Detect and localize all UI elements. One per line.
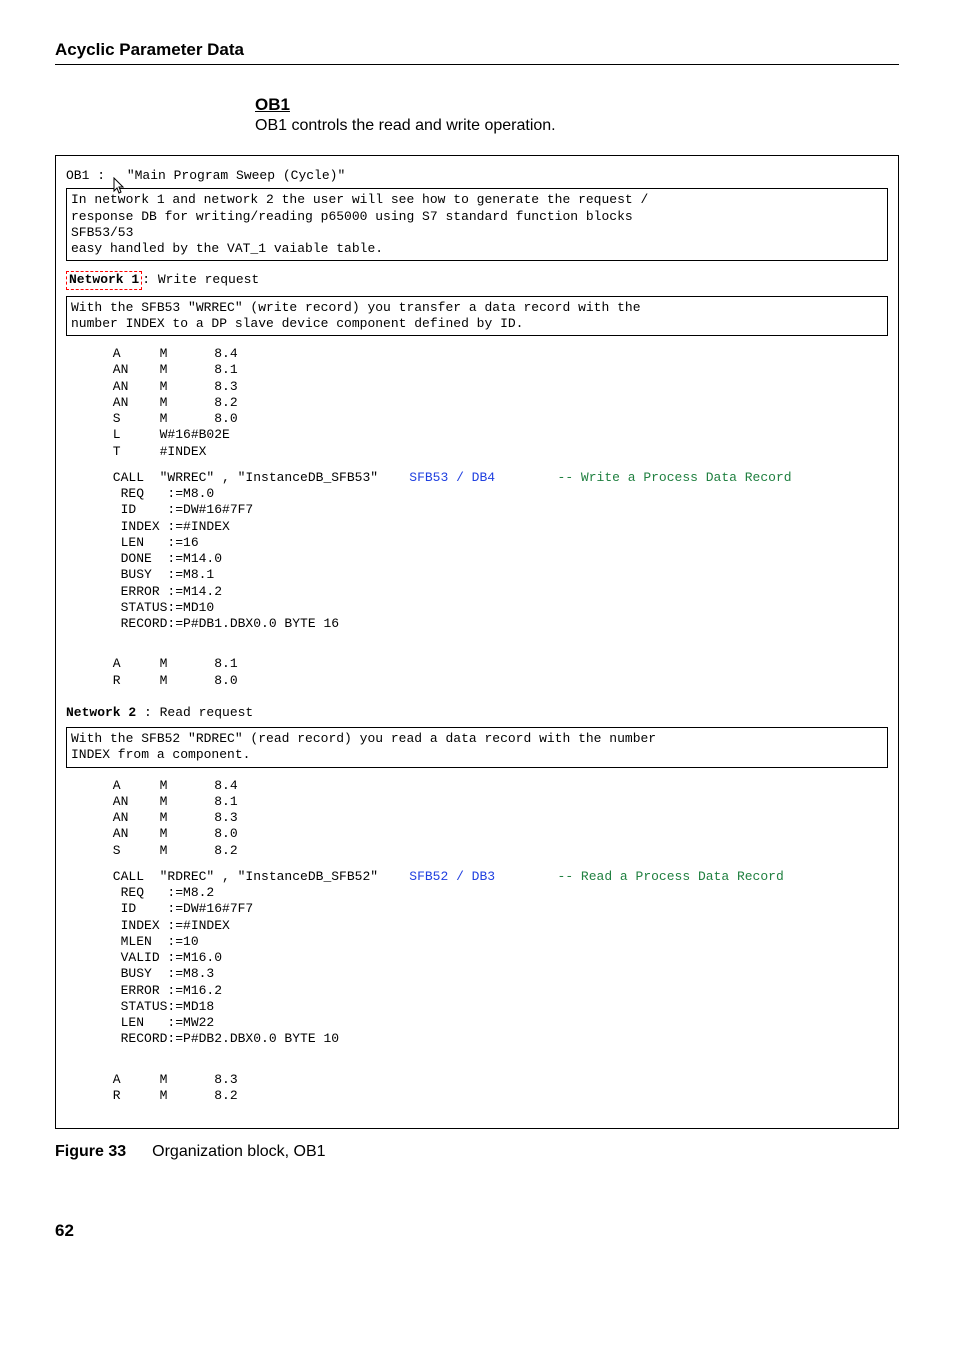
network-1-suffix: : Write request [142,272,259,287]
intro-box: In network 1 and network 2 the user will… [66,188,888,261]
network-2-pre: A M 8.4 AN M 8.1 AN M 8.3 AN M 8.0 S M 8… [66,778,888,859]
network-2-box: With the SFB52 "RDREC" (read record) you… [66,727,888,768]
network-2-post: A M 8.3 R M 8.2 [66,1072,888,1105]
network-1-pre: A M 8.4 AN M 8.1 AN M 8.3 AN M 8.2 S M 8… [66,346,888,460]
figure-label: Figure 33 [55,1143,126,1160]
network-1-header: Network 1: Write request [66,271,888,289]
network-1-box: With the SFB53 "WRREC" (write record) yo… [66,296,888,337]
ob1-title-line: OB1 : "Main Program Sweep (Cycle)" [66,168,888,184]
figure-text: Organization block, OB1 [152,1143,325,1160]
page-header: Acyclic Parameter Data [55,40,899,65]
ob1-prefix: OB1 : [66,168,113,183]
section-desc: OB1 controls the read and write operatio… [255,117,899,135]
network-1-post: A M 8.1 R M 8.0 [66,656,888,689]
network-2-suffix: : Read request [136,705,253,720]
network-2-header: Network 2 : Read request [66,705,888,721]
network-1-call: CALL "WRREC" , "InstanceDB_SFB53" SFB53 … [66,470,888,633]
figure-caption: Figure 33 Organization block, OB1 [55,1143,899,1161]
network-2-call: CALL "RDREC" , "InstanceDB_SFB52" SFB52 … [66,869,888,1048]
page-number: 62 [55,1221,899,1241]
network-2-label: Network 2 [66,705,136,720]
section-title: OB1 [255,95,899,115]
code-frame: OB1 : "Main Program Sweep (Cycle)" In ne… [55,155,899,1129]
network-1-label: Network 1 [66,271,142,289]
ob1-title-text: "Main Program Sweep (Cycle)" [127,168,345,183]
